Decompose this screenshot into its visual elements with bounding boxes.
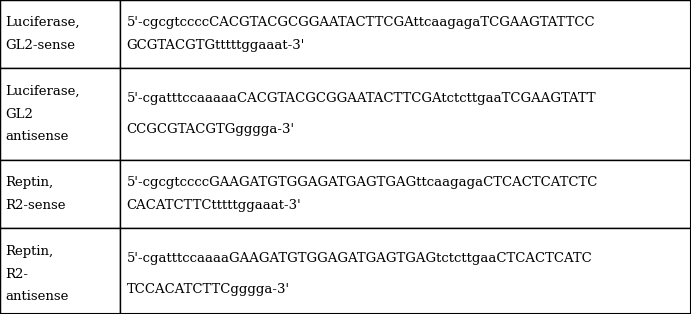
Text: CACATCTTCtttttggaaat-3': CACATCTTCtttttggaaat-3' <box>126 199 301 212</box>
Bar <box>0 160 120 228</box>
Bar <box>120 0 691 68</box>
Bar <box>0 68 120 160</box>
Bar <box>120 228 691 314</box>
Bar <box>120 68 691 160</box>
Text: Luciferase,: Luciferase, <box>5 84 79 98</box>
Text: Reptin,: Reptin, <box>5 176 53 189</box>
Text: 5'-cgcgtccccGAAGATGTGGAGATGAGTGAGttcaagagaCTCACTCATCTC: 5'-cgcgtccccGAAGATGTGGAGATGAGTGAGttcaaga… <box>126 176 598 189</box>
Text: R2-sense: R2-sense <box>5 199 66 212</box>
Text: R2-: R2- <box>5 268 28 280</box>
Text: 5'-cgatttccaaaaaCACGTACGCGGAATACTTCGAtctcttgaaTCGAAGTATT: 5'-cgatttccaaaaaCACGTACGCGGAATACTTCGAtct… <box>126 92 596 105</box>
Bar <box>0 0 120 68</box>
Text: GCGTACGTGtttttggaaat-3': GCGTACGTGtttttggaaat-3' <box>126 39 305 52</box>
Text: Reptin,: Reptin, <box>5 245 53 257</box>
Text: antisense: antisense <box>5 131 68 143</box>
Text: Luciferase,: Luciferase, <box>5 16 79 29</box>
Bar <box>0 228 120 314</box>
Text: GL2-sense: GL2-sense <box>5 39 75 52</box>
Text: 5'-cgatttccaaaaGAAGATGTGGAGATGAGTGAGtctcttgaaCTCACTCATC: 5'-cgatttccaaaaGAAGATGTGGAGATGAGTGAGtctc… <box>126 252 592 265</box>
Text: CCGCGTACGTGgggga-3': CCGCGTACGTGgggga-3' <box>126 123 294 136</box>
Text: TCCACATCTTCgggga-3': TCCACATCTTCgggga-3' <box>126 283 290 296</box>
Text: 5'-cgcgtccccCACGTACGCGGAATACTTCGAttcaagagaTCGAAGTATTCC: 5'-cgcgtccccCACGTACGCGGAATACTTCGAttcaaga… <box>126 16 595 29</box>
Text: GL2: GL2 <box>5 107 33 121</box>
Text: antisense: antisense <box>5 290 68 304</box>
Bar <box>120 160 691 228</box>
